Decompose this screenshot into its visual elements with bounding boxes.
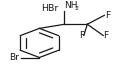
Text: F: F bbox=[105, 11, 110, 20]
Text: F: F bbox=[79, 31, 84, 40]
Text: 2: 2 bbox=[74, 6, 78, 11]
Text: F: F bbox=[103, 31, 109, 40]
Text: Br: Br bbox=[9, 53, 19, 62]
Text: NH: NH bbox=[64, 1, 78, 10]
Text: HBr: HBr bbox=[42, 4, 59, 14]
